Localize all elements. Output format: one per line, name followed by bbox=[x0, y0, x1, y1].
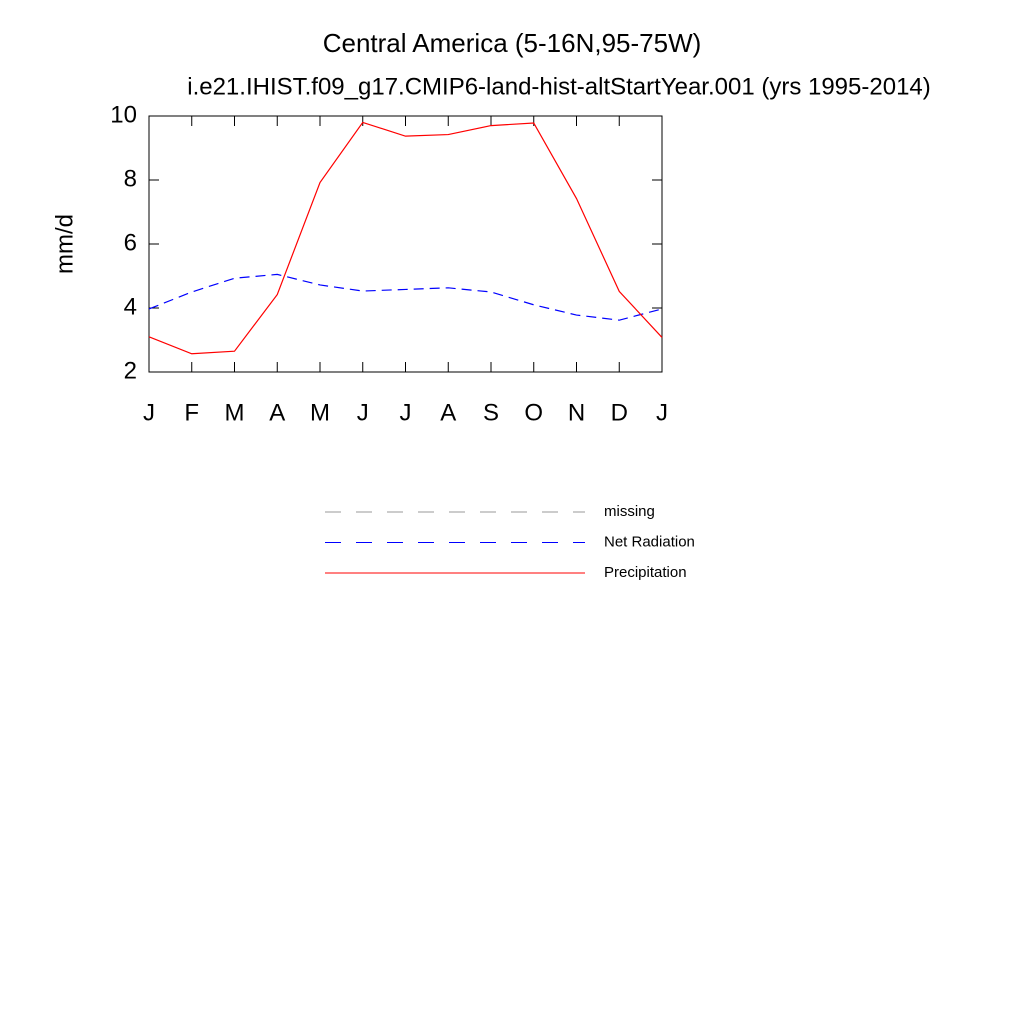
data-line bbox=[148, 121, 663, 355]
y-tick-label: 6 bbox=[124, 229, 137, 256]
x-tick-label: J bbox=[143, 399, 155, 426]
x-tick-label: A bbox=[440, 399, 456, 426]
x-tick-label: J bbox=[400, 399, 412, 426]
legend-label: Precipitation bbox=[604, 564, 687, 581]
x-tick-label: N bbox=[568, 399, 585, 426]
y-tick-label: 8 bbox=[124, 165, 137, 192]
x-tick-label: J bbox=[656, 399, 668, 426]
legend-label: missing bbox=[604, 503, 655, 520]
chart-title: Central America (5-16N,95-75W) bbox=[323, 28, 702, 58]
data-line bbox=[148, 273, 663, 321]
x-tick-label: J bbox=[357, 399, 369, 426]
y-tick-label: 2 bbox=[124, 357, 137, 384]
y-tick-label: 4 bbox=[124, 293, 137, 320]
x-tick-label: D bbox=[611, 399, 628, 426]
x-tick-label: M bbox=[310, 399, 330, 426]
x-tick-label: S bbox=[483, 399, 499, 426]
chart-subtitle: i.e21.IHIST.f09_g17.CMIP6-land-hist-altS… bbox=[187, 73, 931, 100]
plot-frame bbox=[148, 115, 663, 373]
x-tick-label: M bbox=[225, 399, 245, 426]
x-tick-label: A bbox=[269, 399, 285, 426]
x-tick-label: F bbox=[184, 399, 199, 426]
x-tick-label: O bbox=[524, 399, 543, 426]
y-tick-label: 10 bbox=[110, 101, 137, 128]
legend-label: Net Radiation bbox=[604, 533, 695, 550]
y-axis-label: mm/d bbox=[51, 214, 78, 274]
